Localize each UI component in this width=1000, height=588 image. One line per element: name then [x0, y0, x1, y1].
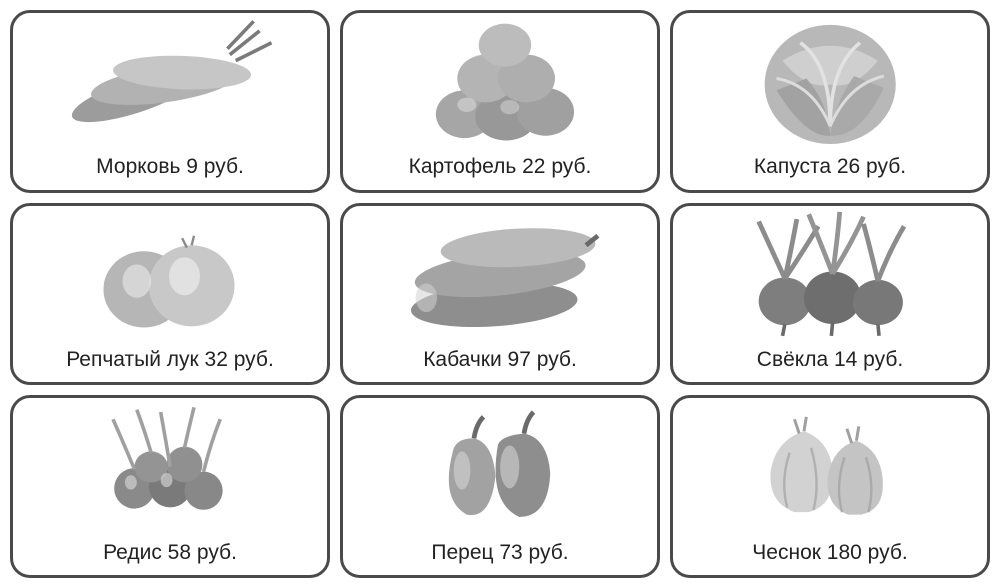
- cabbage-icon: [681, 10, 979, 150]
- product-grid: Морковь 9 руб. Картофель 22 руб.: [10, 10, 990, 578]
- product-label: Кабачки 97 руб.: [423, 343, 577, 372]
- product-card-zucchini: Кабачки 97 руб.: [340, 203, 660, 386]
- product-card-garlic: Чеснок 180 руб.: [670, 395, 990, 578]
- product-label: Капуста 26 руб.: [754, 150, 906, 179]
- onions-icon: [21, 203, 319, 343]
- carrots-icon: [21, 10, 319, 150]
- beets-icon: [681, 203, 979, 343]
- radish-icon: [21, 395, 319, 535]
- product-label: Картофель 22 руб.: [409, 150, 592, 179]
- product-card-peppers: Перец 73 руб.: [340, 395, 660, 578]
- product-label: Перец 73 руб.: [431, 536, 568, 565]
- product-label: Редис 58 руб.: [103, 536, 237, 565]
- product-card-cabbage: Капуста 26 руб.: [670, 10, 990, 193]
- garlic-icon: [681, 395, 979, 535]
- peppers-icon: [351, 395, 649, 535]
- potatoes-icon: [351, 10, 649, 150]
- product-label: Морковь 9 руб.: [96, 150, 244, 179]
- product-label: Чеснок 180 руб.: [752, 536, 907, 565]
- product-card-radish: Редис 58 руб.: [10, 395, 330, 578]
- product-card-carrots: Морковь 9 руб.: [10, 10, 330, 193]
- product-card-beets: Свёкла 14 руб.: [670, 203, 990, 386]
- product-card-onions: Репчатый лук 32 руб.: [10, 203, 330, 386]
- product-label: Репчатый лук 32 руб.: [66, 343, 274, 372]
- product-label: Свёкла 14 руб.: [757, 343, 903, 372]
- product-card-potatoes: Картофель 22 руб.: [340, 10, 660, 193]
- zucchini-icon: [351, 203, 649, 343]
